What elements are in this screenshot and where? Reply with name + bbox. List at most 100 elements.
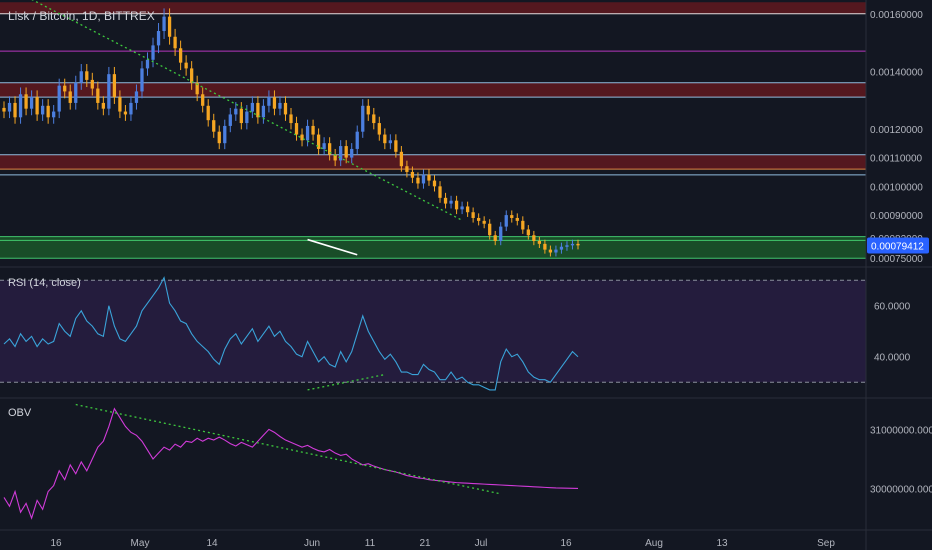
time-tick-label: Jun: [304, 538, 320, 549]
candle-body: [510, 215, 514, 218]
candle-body: [29, 97, 34, 109]
candle-body: [322, 143, 326, 149]
candle-body: [201, 94, 205, 106]
candle-body: [35, 97, 39, 115]
current-price-badge: [867, 237, 929, 254]
candle-body: [118, 97, 122, 112]
rsi-line: [3, 276, 579, 391]
candle-body: [388, 140, 392, 144]
candle-body: [294, 123, 299, 135]
candle-body: [7, 102, 12, 112]
candle-body: [195, 82, 199, 95]
candle-body: [454, 200, 459, 210]
candle-body: [212, 120, 216, 132]
support-zone: [0, 236, 866, 259]
candle-body: [190, 68, 194, 83]
candle-body: [129, 102, 133, 115]
candle-body: [101, 102, 105, 109]
price-tick-label: 0.00110000: [870, 154, 923, 165]
obv-trendline: [75, 403, 501, 495]
candle-body: [123, 111, 128, 115]
candle-body: [372, 114, 376, 124]
obv-pane[interactable]: OBV: [3, 403, 579, 520]
candle-body: [184, 62, 188, 69]
time-tick-label: Jul: [475, 538, 488, 549]
candle-body: [217, 131, 221, 144]
candle-body: [46, 105, 50, 118]
candle-body: [140, 68, 144, 92]
candle-body: [421, 174, 426, 184]
candle-body: [90, 79, 94, 89]
price-tick-label: 0.00100000: [870, 182, 923, 193]
candle-body: [543, 243, 547, 250]
candle-body: [405, 166, 409, 172]
candle-body: [68, 91, 72, 103]
price-divergence-line: [307, 238, 358, 256]
candle-body: [449, 200, 453, 204]
candle-body: [267, 97, 271, 106]
candle-body: [350, 148, 354, 158]
candle-body: [300, 134, 304, 141]
candle-body: [24, 94, 28, 109]
time-axis[interactable]: 16 May 14 Jun 11 21 Jul 16 Aug 13 Sep: [50, 538, 835, 549]
candle-body: [234, 108, 238, 115]
candle-body: [134, 91, 139, 103]
obv-line: [3, 407, 579, 520]
obv-tick-label: 31000000.0000: [870, 425, 932, 436]
candle-body: [107, 74, 111, 109]
candle-body: [515, 217, 519, 221]
candle-body: [52, 111, 56, 118]
rsi-divergence-line: [307, 373, 385, 391]
candle-body: [344, 146, 348, 158]
candle-body: [499, 226, 503, 241]
candle-body: [565, 245, 569, 247]
chart-title: Lisk / Bitcoin, 1D, BITTREX: [8, 9, 155, 23]
candle-body: [526, 229, 530, 236]
candle-body: [432, 180, 437, 187]
candle-body: [145, 59, 150, 69]
time-tick-label: 14: [206, 538, 218, 549]
candle-body: [366, 105, 370, 115]
resistance-zone: [0, 82, 866, 98]
candle-body: [156, 31, 161, 46]
rsi-lines: [3, 276, 579, 391]
candle-body: [410, 171, 415, 178]
price-tick-label: 0.00075000: [870, 254, 923, 265]
candle-body: [13, 102, 17, 118]
candle-body: [178, 48, 183, 63]
time-tick-label: 21: [419, 538, 431, 549]
candle-body: [443, 197, 448, 204]
candle-body: [488, 223, 492, 236]
candle-body: [40, 105, 45, 115]
price-levels: [0, 2, 866, 259]
candle-body: [554, 249, 558, 253]
candle-body: [316, 134, 321, 149]
candle-body: [355, 131, 359, 149]
time-tick-label: Sep: [817, 538, 835, 549]
price-pane[interactable]: Lisk / Bitcoin, 1D, BITTREX: [0, 0, 866, 259]
candle-body: [239, 108, 243, 124]
candle-body: [570, 243, 575, 246]
candle-body: [504, 215, 508, 227]
candle-body: [112, 74, 117, 98]
candle-body: [206, 105, 210, 121]
candle-body: [471, 212, 475, 218]
rsi-pane[interactable]: RSI (14, close): [0, 276, 866, 391]
candle-body: [74, 82, 78, 103]
candle-body: [416, 177, 420, 184]
price-tick-label: 0.00090000: [870, 211, 923, 222]
candle-body: [162, 16, 166, 32]
rsi-tick-label: 40.0000: [874, 353, 911, 364]
candle-body: [173, 36, 177, 49]
candle-body: [559, 246, 564, 250]
candle-body: [223, 125, 227, 144]
time-tick-label: 16: [560, 538, 572, 549]
obv-lines: [3, 403, 579, 520]
candle-body: [2, 107, 6, 112]
candle-body: [305, 125, 310, 141]
resistance-zone: [0, 154, 866, 170]
candle-body: [339, 146, 343, 161]
price-axis[interactable]: 0.00160000 0.00140000 0.00120000 0.00110000…: [867, 10, 932, 496]
